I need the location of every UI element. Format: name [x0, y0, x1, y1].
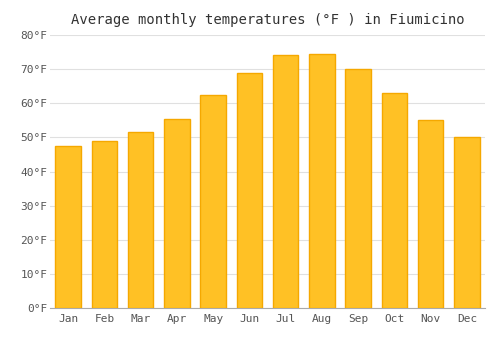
Title: Average monthly temperatures (°F ) in Fiumicino: Average monthly temperatures (°F ) in Fi…: [70, 13, 464, 27]
Bar: [236, 72, 262, 308]
Bar: [346, 69, 371, 308]
Bar: [454, 137, 479, 308]
Bar: [418, 120, 444, 308]
Bar: [92, 141, 117, 308]
Bar: [128, 132, 154, 308]
Bar: [200, 95, 226, 308]
Bar: [56, 146, 81, 308]
Bar: [273, 56, 298, 308]
Bar: [164, 119, 190, 308]
Bar: [309, 54, 334, 308]
Bar: [382, 93, 407, 308]
